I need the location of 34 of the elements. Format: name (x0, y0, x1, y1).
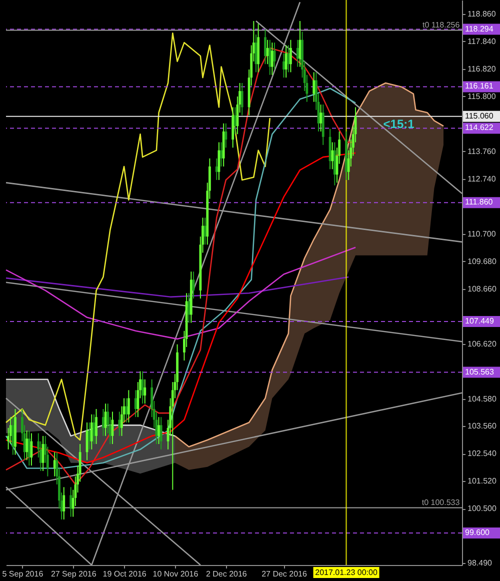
annotation: <15:1 (383, 116, 415, 131)
y-tick-label: 113.760 (468, 146, 496, 156)
y-tick-label: 104.580 (468, 394, 497, 404)
ref-line-label: 118.294 (465, 24, 494, 34)
y-tick-label: 115.800 (468, 92, 496, 101)
ref-line-label: 107.449 (465, 316, 494, 326)
y-tick-label: 109.680 (468, 256, 497, 266)
x-tick-label: 27 Dec 2016 (262, 570, 308, 578)
y-tick-label: 103.560 (468, 422, 497, 431)
x-tick-label: 19 Oct 2016 (102, 570, 147, 578)
ref-line-label: 2017.01.23 00:00 (315, 568, 378, 577)
ref-line-label: 115.060 (465, 111, 494, 120)
y-tick-label: 118.860 (468, 10, 496, 19)
x-tick-label: 27 Sep 2016 (50, 570, 97, 578)
y-tick-label: 112.740 (468, 174, 496, 184)
ref-line-label: 116.161 (465, 82, 494, 91)
ref-line-label: 105.563 (465, 367, 494, 376)
x-tick-label: 2 Dec 2016 (206, 570, 248, 578)
y-tick-label: 100.500 (468, 504, 497, 514)
x-tick-label: 5 Sep 2016 (2, 570, 44, 578)
x-tick-label: 10 Nov 2016 (152, 570, 199, 578)
ref-line-label: 114.622 (465, 123, 494, 132)
ref-line-label: 99.600 (465, 528, 490, 537)
annotation: t0 100.533 (422, 498, 460, 507)
y-tick-label: 108.660 (468, 284, 497, 294)
y-tick-label: 101.520 (468, 476, 497, 486)
y-tick-label: 102.540 (468, 449, 497, 458)
y-tick-label: 106.620 (468, 339, 497, 348)
y-tick-label: 116.820 (468, 64, 496, 74)
ref-line-label: 111.860 (465, 198, 494, 207)
annotation: t0 118.256 (422, 20, 460, 30)
y-tick-label: 98.490 (468, 558, 493, 568)
y-tick-label: 117.840 (468, 36, 496, 46)
y-tick-label: 110.700 (468, 229, 496, 238)
